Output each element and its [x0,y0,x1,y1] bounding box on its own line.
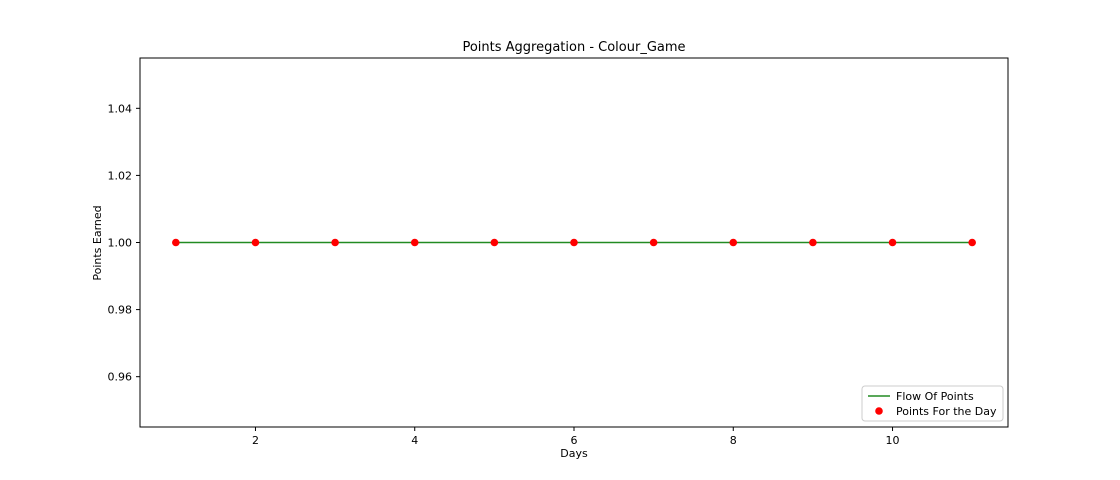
y-axis-label: Points Earned [91,205,104,280]
x-tick-label: 6 [571,434,578,447]
x-tick-label: 10 [886,434,900,447]
legend: Flow Of Points Points For the Day [861,385,1004,422]
data-point [570,238,578,247]
data-point [331,238,339,247]
data-point [251,238,260,247]
legend-label-points-for-the-day: Points For the Day [896,405,997,418]
y-tick-label: 1.02 [108,169,133,182]
data-point [968,238,976,247]
legend-swatch-points-for-the-day [875,407,883,415]
data-point [888,238,897,247]
chart-title: Points Aggregation - Colour_Game [462,40,685,55]
data-point [809,238,817,247]
data-point [172,238,180,247]
data-point [649,238,658,247]
ticks-layer: 2 4 6 8 10 0.96 0.98 1.00 1.02 1.04 [108,102,900,447]
data-point [410,238,419,247]
legend-label-flow-of-points: Flow Of Points [896,390,974,403]
x-tick-label: 2 [252,434,259,447]
legend-box [861,385,1004,422]
x-tick-label: 8 [730,434,737,447]
y-tick-label: 0.96 [108,371,133,384]
data-point [729,238,738,247]
series-layer [172,238,976,247]
x-axis-label: Days [560,447,588,460]
data-point [490,238,499,247]
y-tick-label: 1.00 [108,237,133,250]
y-tick-label: 0.98 [108,304,133,317]
x-tick-label: 4 [411,434,418,447]
y-tick-label: 1.04 [108,102,133,115]
